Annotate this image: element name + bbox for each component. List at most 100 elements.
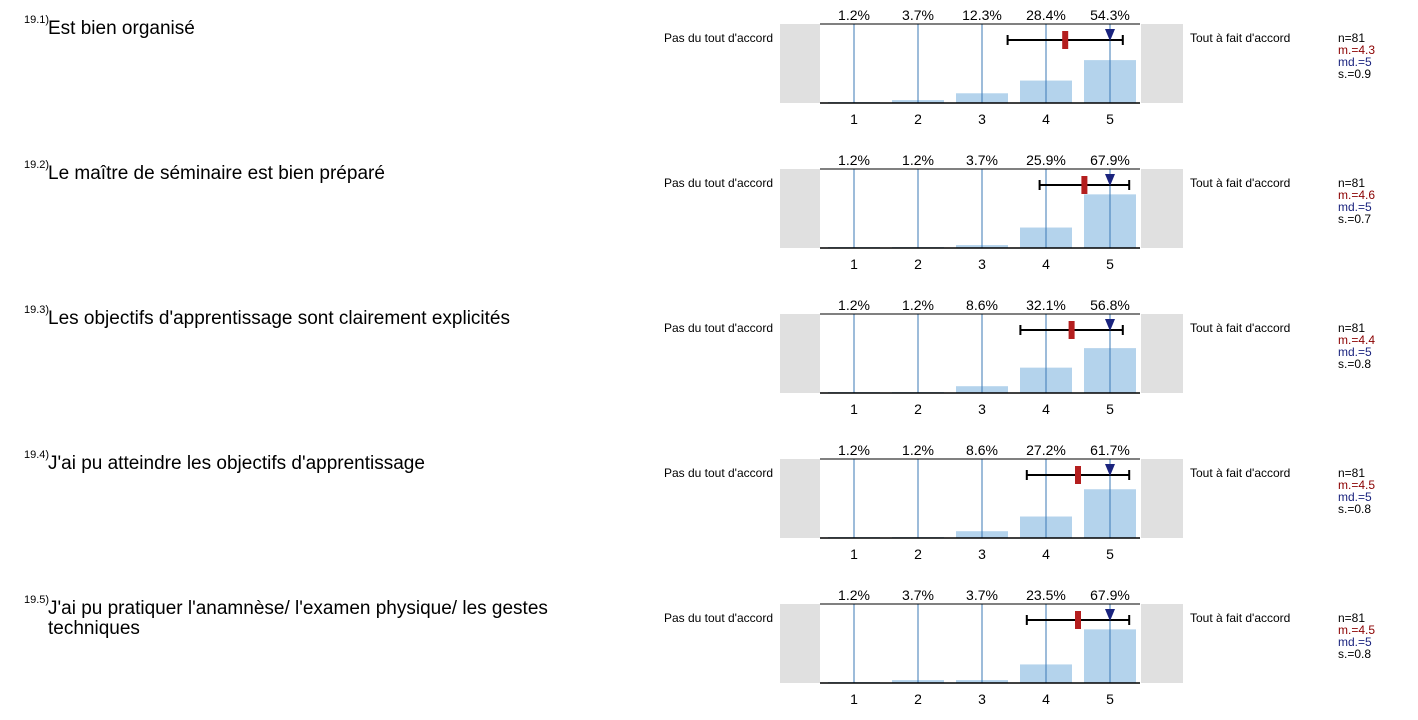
stats-block: n=81 m.=4.3 md.=5 s.=0.9	[1338, 32, 1375, 80]
stat-sd: s.=0.8	[1338, 502, 1372, 516]
mean-marker	[1081, 176, 1088, 194]
percent-label-2: 1.2%	[902, 152, 934, 168]
tick-label-1: 1	[850, 401, 858, 417]
tick-label-3: 3	[978, 401, 986, 417]
stat-n: n=81	[1338, 321, 1366, 335]
tick-label-3: 3	[978, 111, 986, 127]
scale-right-label: Tout à fait d'accord	[1190, 466, 1291, 480]
question-text: J'ai pu pratiquer l'anamnèse/ l'examen p…	[48, 598, 548, 639]
tick-label-5: 5	[1106, 546, 1114, 562]
stat-median: md.=5	[1338, 200, 1372, 214]
stats-block: n=81 m.=4.5 md.=5 s.=0.8	[1338, 467, 1375, 515]
question-text: Le maître de séminaire est bien préparé	[48, 163, 385, 184]
percent-label-4: 27.2%	[1026, 442, 1066, 458]
bar-chart: 1.2% 1.2% 3.7% 25.9% 67.9% 1 2 3 4 5	[780, 152, 1183, 272]
scale-left-label: Pas du tout d'accord	[663, 31, 773, 45]
tick-label-1: 1	[850, 691, 858, 707]
question-number: 19.4)	[24, 449, 50, 461]
tick-label-1: 1	[850, 256, 858, 272]
percent-label-4: 28.4%	[1026, 7, 1066, 23]
tick-label-5: 5	[1106, 401, 1114, 417]
tick-label-5: 5	[1106, 111, 1114, 127]
stat-mean: m.=4.5	[1338, 478, 1376, 492]
left-side-box	[780, 169, 820, 248]
tick-label-4: 4	[1042, 111, 1050, 127]
median-marker	[1105, 609, 1115, 621]
tick-label-5: 5	[1106, 256, 1114, 272]
stat-median: md.=5	[1338, 490, 1372, 504]
survey-item-4: 19.4) J'ai pu atteindre les objectifs d'a…	[0, 435, 1418, 575]
stat-n: n=81	[1338, 176, 1366, 190]
percent-label-1: 1.2%	[838, 152, 870, 168]
stat-n: n=81	[1338, 31, 1366, 45]
percent-label-5: 61.7%	[1090, 442, 1130, 458]
stat-sd: s.=0.7	[1338, 212, 1372, 226]
tick-label-2: 2	[914, 546, 922, 562]
percent-label-5: 56.8%	[1090, 297, 1130, 313]
stat-sd: s.=0.8	[1338, 357, 1372, 371]
scale-right-label: Tout à fait d'accord	[1190, 31, 1291, 45]
percent-label-3: 3.7%	[966, 152, 998, 168]
tick-label-4: 4	[1042, 546, 1050, 562]
percent-label-5: 67.9%	[1090, 587, 1130, 603]
percent-label-2: 3.7%	[902, 7, 934, 23]
stats-block: n=81 m.=4.5 md.=5 s.=0.8	[1338, 612, 1375, 660]
scale-left-label: Pas du tout d'accord	[663, 176, 773, 190]
mean-marker	[1062, 31, 1069, 49]
percent-label-1: 1.2%	[838, 297, 870, 313]
median-marker	[1105, 464, 1115, 476]
scale-right-label: Tout à fait d'accord	[1190, 321, 1291, 335]
scale-right-label: Tout à fait d'accord	[1190, 176, 1291, 190]
bar-chart: 1.2% 1.2% 8.6% 27.2% 61.7% 1 2 3 4 5	[780, 442, 1183, 562]
survey-item-1: 19.1) Est bien organisé Pas du tout d'acco…	[0, 0, 1418, 140]
tick-label-2: 2	[914, 401, 922, 417]
stat-sd: s.=0.9	[1338, 67, 1372, 81]
median-marker	[1105, 174, 1115, 186]
tick-label-3: 3	[978, 256, 986, 272]
mean-marker	[1075, 611, 1081, 629]
percent-label-4: 23.5%	[1026, 587, 1066, 603]
survey-item-3: 19.3) Les objectifs d'apprentissage sont …	[0, 290, 1418, 430]
tick-label-1: 1	[850, 111, 858, 127]
question-text: Est bien organisé	[48, 18, 195, 39]
question-text: Les objectifs d'apprentissage sont clair…	[48, 308, 510, 329]
mean-marker	[1068, 321, 1075, 339]
median-marker	[1105, 29, 1115, 41]
tick-label-2: 2	[914, 256, 922, 272]
left-side-box	[780, 459, 820, 538]
percent-label-1: 1.2%	[838, 587, 870, 603]
tick-label-3: 3	[978, 546, 986, 562]
bar-chart: 1.2% 3.7% 3.7% 23.5% 67.9% 1 2 3 4 5	[780, 587, 1183, 707]
tick-label-1: 1	[850, 546, 858, 562]
scale-left-label: Pas du tout d'accord	[663, 611, 773, 625]
right-side-box	[1141, 169, 1183, 248]
survey-item-5: 19.5) J'ai pu pratiquer l'anamnèse/ l'exa…	[0, 580, 1418, 720]
stats-block: n=81 m.=4.4 md.=5 s.=0.8	[1338, 322, 1375, 370]
mean-marker	[1075, 466, 1081, 484]
stat-median: md.=5	[1338, 635, 1372, 649]
tick-label-2: 2	[914, 691, 922, 707]
median-marker	[1105, 319, 1115, 331]
tick-label-2: 2	[914, 111, 922, 127]
percent-label-2: 1.2%	[902, 297, 934, 313]
tick-label-5: 5	[1106, 691, 1114, 707]
percent-label-4: 25.9%	[1026, 152, 1066, 168]
tick-label-4: 4	[1042, 256, 1050, 272]
right-side-box	[1141, 604, 1183, 683]
question-text: J'ai pu atteindre les objectifs d'appren…	[48, 453, 425, 474]
stat-mean: m.=4.4	[1338, 333, 1376, 347]
tick-label-4: 4	[1042, 691, 1050, 707]
percent-label-2: 1.2%	[902, 442, 934, 458]
bar-chart: 1.2% 1.2% 8.6% 32.1% 56.8% 1 2 3 4 5	[780, 297, 1183, 417]
left-side-box	[780, 24, 820, 103]
percent-label-5: 67.9%	[1090, 152, 1130, 168]
percent-label-1: 1.2%	[838, 7, 870, 23]
question-number: 19.3)	[24, 304, 50, 316]
percent-label-3: 8.6%	[966, 297, 998, 313]
question-number: 19.2)	[24, 159, 50, 171]
stat-sd: s.=0.8	[1338, 647, 1372, 661]
left-side-box	[780, 314, 820, 393]
question-number: 19.5)	[24, 594, 50, 606]
stat-mean: m.=4.5	[1338, 623, 1376, 637]
stat-mean: m.=4.6	[1338, 188, 1376, 202]
